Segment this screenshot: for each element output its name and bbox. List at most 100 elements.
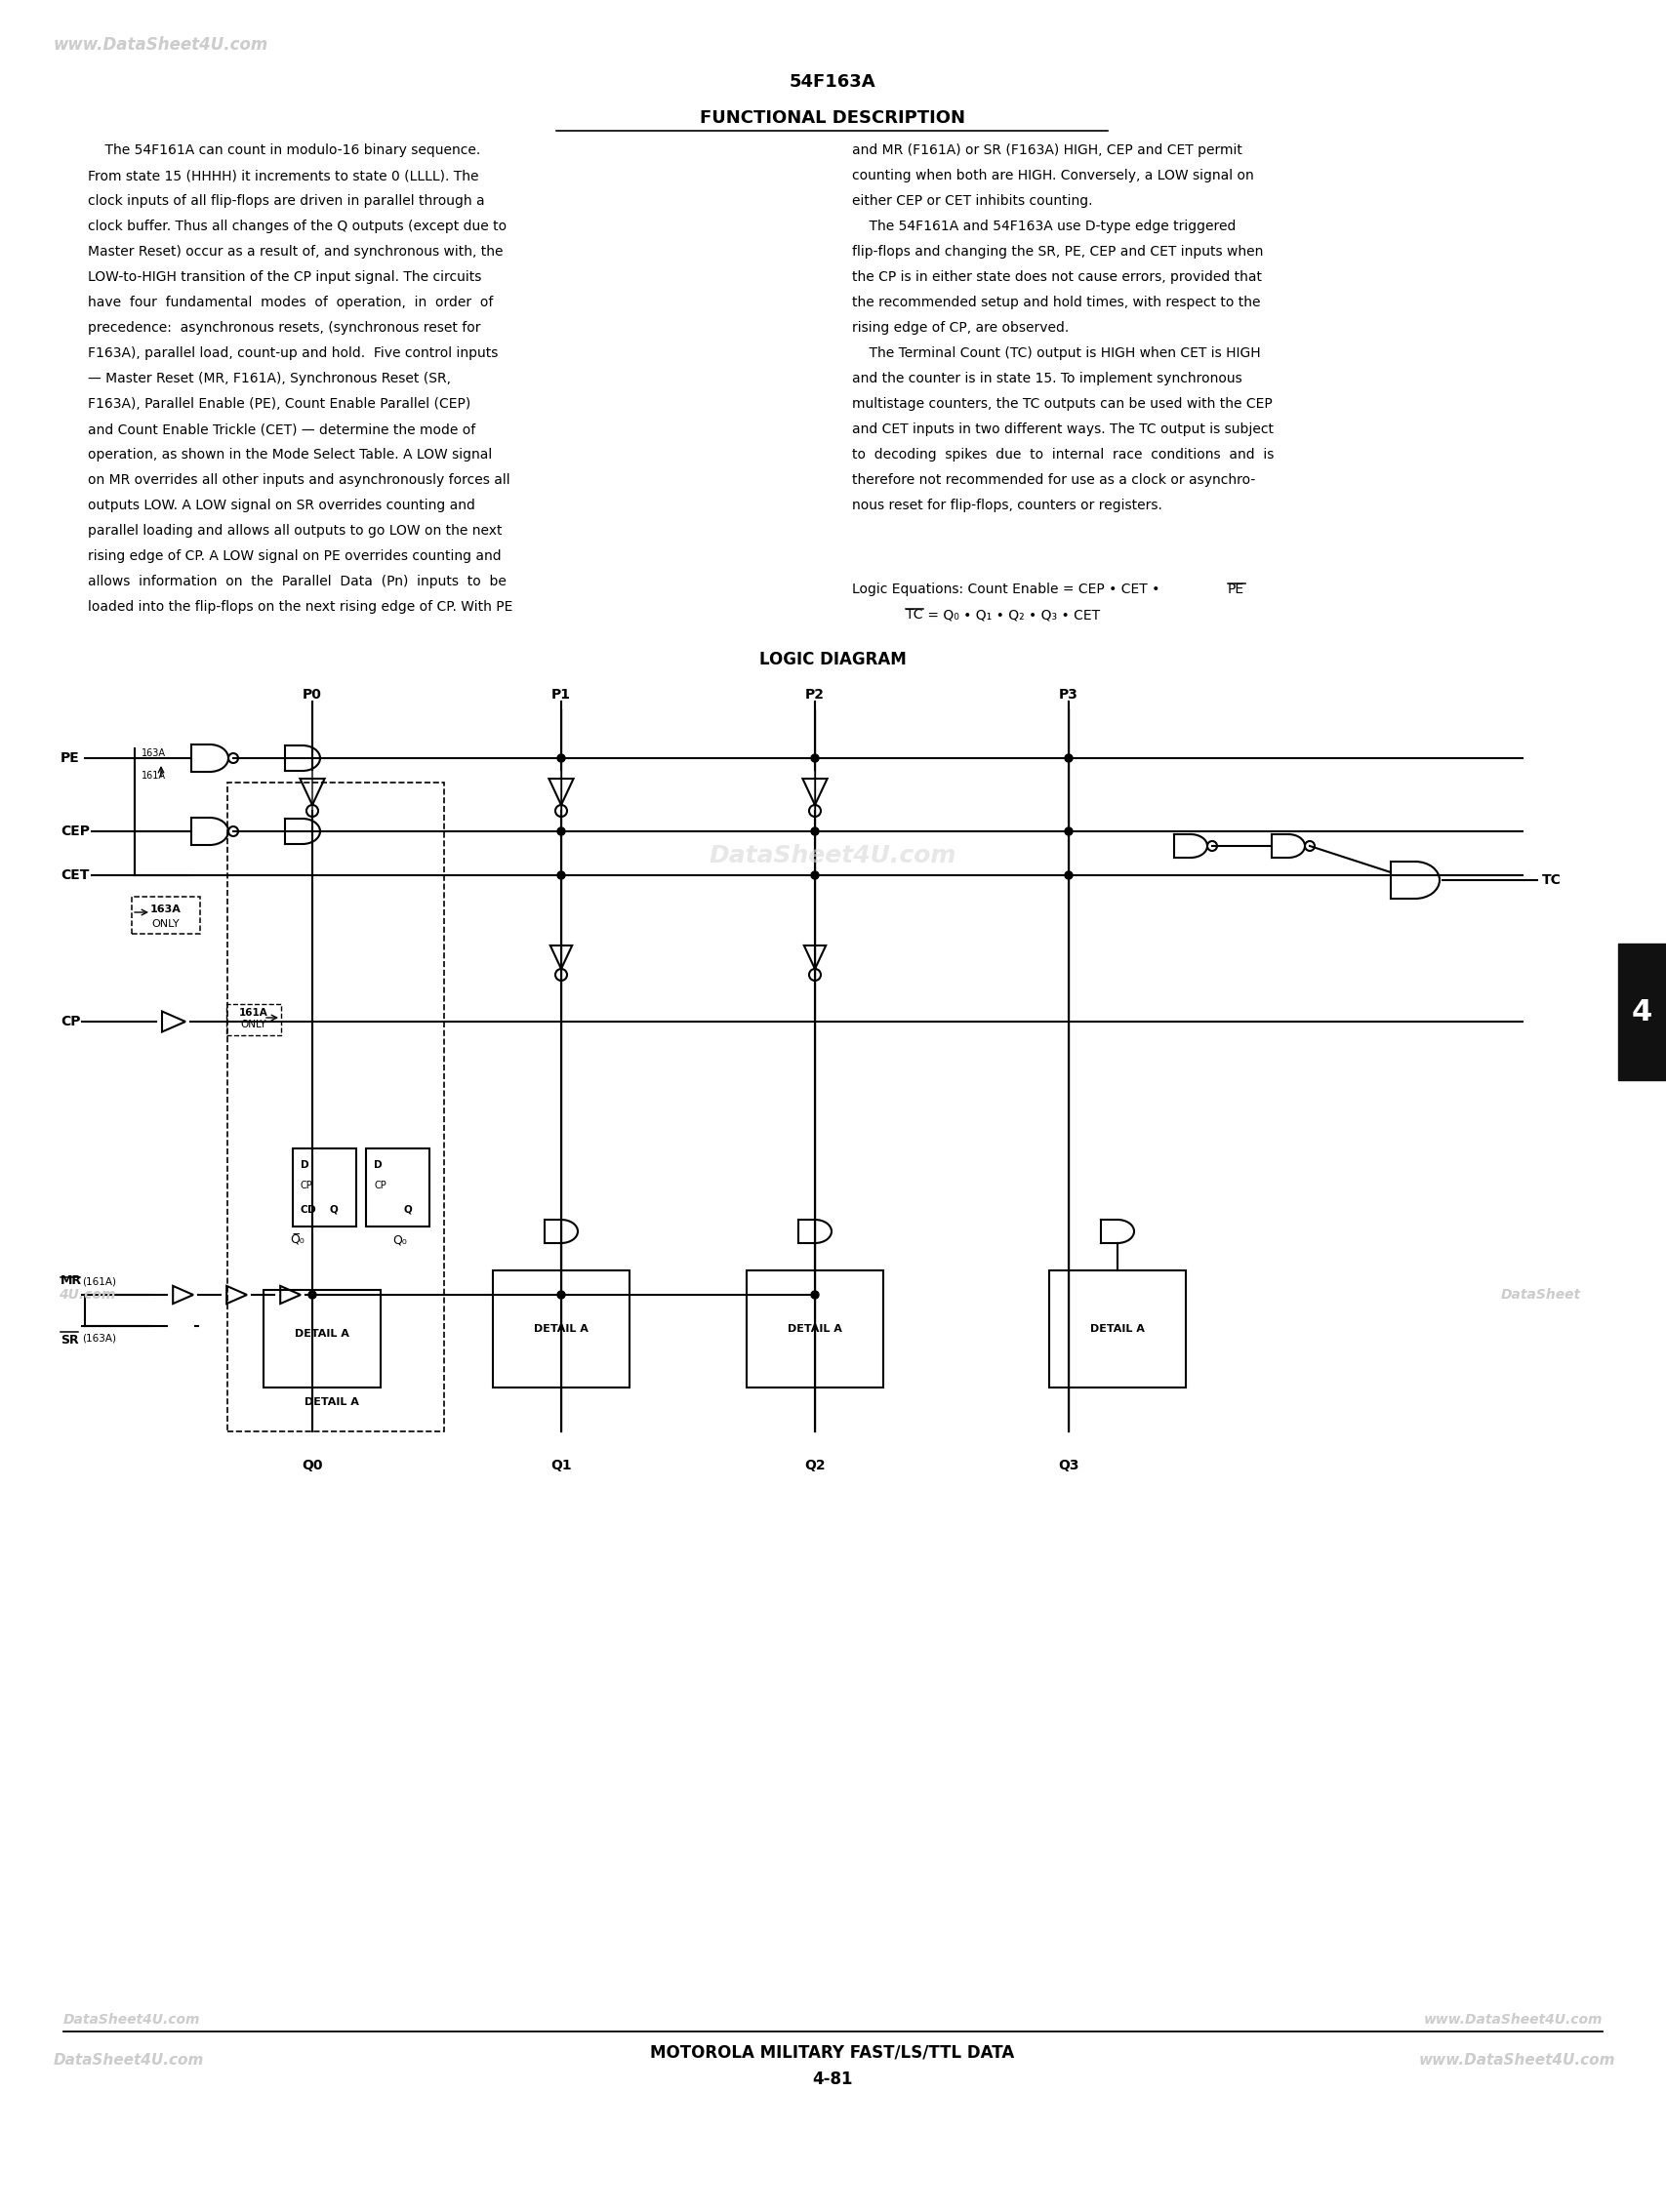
- Text: Q₀: Q₀: [393, 1234, 408, 1248]
- Text: DataSheet4U.com: DataSheet4U.com: [708, 845, 956, 867]
- Text: 161A: 161A: [142, 770, 167, 781]
- Text: the recommended setup and hold times, with respect to the: the recommended setup and hold times, wi…: [851, 296, 1261, 310]
- Text: Q3: Q3: [1058, 1458, 1080, 1473]
- Text: P1: P1: [551, 688, 571, 701]
- Text: either CEP or CET inhibits counting.: either CEP or CET inhibits counting.: [851, 195, 1093, 208]
- Circle shape: [1065, 872, 1073, 878]
- Text: TC: TC: [1543, 874, 1561, 887]
- Text: counting when both are HIGH. Conversely, a LOW signal on: counting when both are HIGH. Conversely,…: [851, 168, 1254, 181]
- Text: DataSheet4U.com: DataSheet4U.com: [53, 2053, 205, 2068]
- Text: MOTOROLA MILITARY FAST/LS/TTL DATA: MOTOROLA MILITARY FAST/LS/TTL DATA: [650, 2044, 1015, 2062]
- Circle shape: [1065, 754, 1073, 763]
- Text: ONLY: ONLY: [242, 1020, 267, 1029]
- Text: Q2: Q2: [805, 1458, 825, 1473]
- Bar: [263, 1290, 380, 1387]
- Text: CEP: CEP: [60, 825, 90, 838]
- Text: P3: P3: [1060, 688, 1078, 701]
- Bar: [227, 1004, 282, 1035]
- Text: The 54F161A and 54F163A use D-type edge triggered: The 54F161A and 54F163A use D-type edge …: [851, 219, 1236, 232]
- Text: outputs LOW. A LOW signal on SR overrides counting and: outputs LOW. A LOW signal on SR override…: [88, 498, 475, 513]
- Text: Q̅₀: Q̅₀: [290, 1234, 305, 1248]
- Text: clock buffer. Thus all changes of the Q outputs (except due to: clock buffer. Thus all changes of the Q …: [88, 219, 506, 232]
- Text: F163A), parallel load, count-up and hold.  Five control inputs: F163A), parallel load, count-up and hold…: [88, 347, 498, 361]
- Text: CET: CET: [60, 869, 90, 883]
- Text: 161A: 161A: [240, 1009, 268, 1018]
- Text: to  decoding  spikes  due  to  internal  race  conditions  and  is: to decoding spikes due to internal race …: [851, 447, 1274, 462]
- Text: on MR overrides all other inputs and asynchronously forces all: on MR overrides all other inputs and asy…: [88, 473, 510, 487]
- Text: Q: Q: [403, 1206, 412, 1214]
- Text: 163A: 163A: [142, 748, 167, 759]
- Text: and Count Enable Trickle (CET) — determine the mode of: and Count Enable Trickle (CET) — determi…: [88, 422, 475, 436]
- Bar: [132, 896, 200, 933]
- Text: flip-flops and changing the SR, PE, CEP and CET inputs when: flip-flops and changing the SR, PE, CEP …: [851, 246, 1263, 259]
- Text: nous reset for flip-flops, counters or registers.: nous reset for flip-flops, counters or r…: [851, 498, 1163, 513]
- Text: From state 15 (HHHH) it increments to state 0 (LLLL). The: From state 15 (HHHH) it increments to st…: [88, 168, 478, 181]
- Circle shape: [558, 754, 565, 763]
- Text: MR: MR: [60, 1274, 82, 1287]
- Text: FUNCTIONAL DESCRIPTION: FUNCTIONAL DESCRIPTION: [700, 108, 965, 126]
- Circle shape: [811, 872, 820, 878]
- Text: Master Reset) occur as a result of, and synchronous with, the: Master Reset) occur as a result of, and …: [88, 246, 503, 259]
- Text: LOW-to-HIGH transition of the CP input signal. The circuits: LOW-to-HIGH transition of the CP input s…: [88, 270, 481, 283]
- Text: operation, as shown in the Mode Select Table. A LOW signal: operation, as shown in the Mode Select T…: [88, 447, 491, 462]
- Text: D: D: [308, 1206, 317, 1214]
- Text: PE: PE: [1228, 582, 1245, 597]
- Text: Q: Q: [330, 1206, 338, 1214]
- Text: www.DataSheet4U.com: www.DataSheet4U.com: [1418, 2053, 1616, 2068]
- Circle shape: [558, 872, 565, 878]
- Text: PE: PE: [60, 752, 80, 765]
- Text: 163A: 163A: [150, 905, 182, 914]
- Bar: [493, 1270, 630, 1387]
- Text: The 54F161A can count in modulo-16 binary sequence.: The 54F161A can count in modulo-16 binar…: [88, 144, 480, 157]
- Text: SR: SR: [60, 1334, 78, 1347]
- Text: (161A): (161A): [82, 1276, 117, 1287]
- Circle shape: [811, 1292, 820, 1298]
- Text: DataSheet4U.com: DataSheet4U.com: [63, 2013, 200, 2026]
- Text: CP: CP: [300, 1181, 313, 1190]
- Text: loaded into the flip-flops on the next rising edge of CP. With PE: loaded into the flip-flops on the next r…: [88, 599, 513, 613]
- Text: www.DataSheet4U.com: www.DataSheet4U.com: [53, 35, 268, 53]
- Text: the CP is in either state does not cause errors, provided that: the CP is in either state does not cause…: [851, 270, 1261, 283]
- Text: 54F163A: 54F163A: [790, 73, 876, 91]
- Text: allows  information  on  the  Parallel  Data  (Pn)  inputs  to  be: allows information on the Parallel Data …: [88, 575, 506, 588]
- Text: ONLY: ONLY: [152, 920, 180, 929]
- Text: 4U.com: 4U.com: [58, 1287, 115, 1301]
- Text: rising edge of CP. A LOW signal on PE overrides counting and: rising edge of CP. A LOW signal on PE ov…: [88, 549, 501, 564]
- Circle shape: [811, 827, 820, 836]
- Text: DETAIL A: DETAIL A: [533, 1325, 588, 1334]
- Text: Logic Equations: Count Enable = CEP • CET •: Logic Equations: Count Enable = CEP • CE…: [851, 582, 1165, 597]
- Text: P2: P2: [805, 688, 825, 701]
- Bar: [1618, 945, 1666, 1079]
- Text: F163A), Parallel Enable (PE), Count Enable Parallel (CEP): F163A), Parallel Enable (PE), Count Enab…: [88, 398, 471, 411]
- Circle shape: [1065, 827, 1073, 836]
- Bar: [227, 783, 445, 1431]
- Text: Q1: Q1: [551, 1458, 571, 1473]
- Bar: [746, 1270, 883, 1387]
- Text: LOGIC DIAGRAM: LOGIC DIAGRAM: [760, 650, 906, 668]
- Text: — Master Reset (MR, F161A), Synchronous Reset (SR,: — Master Reset (MR, F161A), Synchronous …: [88, 372, 451, 385]
- Text: parallel loading and allows all outputs to go LOW on the next: parallel loading and allows all outputs …: [88, 524, 501, 538]
- Text: D: D: [300, 1159, 308, 1170]
- Text: and the counter is in state 15. To implement synchronous: and the counter is in state 15. To imple…: [851, 372, 1243, 385]
- Text: P0: P0: [303, 688, 322, 701]
- Text: CP: CP: [373, 1181, 387, 1190]
- Text: DETAIL A: DETAIL A: [305, 1398, 360, 1407]
- Circle shape: [308, 1292, 317, 1298]
- Bar: [1050, 1270, 1186, 1387]
- Text: (163A): (163A): [82, 1334, 117, 1343]
- Circle shape: [811, 754, 820, 763]
- Circle shape: [558, 827, 565, 836]
- Text: CP: CP: [60, 1015, 80, 1029]
- Bar: [293, 1148, 357, 1225]
- Text: TC: TC: [906, 608, 923, 622]
- Text: multistage counters, the TC outputs can be used with the CEP: multistage counters, the TC outputs can …: [851, 398, 1273, 411]
- Text: 4: 4: [1631, 998, 1653, 1026]
- Text: clock inputs of all flip-flops are driven in parallel through a: clock inputs of all flip-flops are drive…: [88, 195, 485, 208]
- Text: = Q₀ • Q₁ • Q₂ • Q₃ • CET: = Q₀ • Q₁ • Q₂ • Q₃ • CET: [923, 608, 1100, 622]
- Text: DETAIL A: DETAIL A: [295, 1329, 350, 1338]
- Text: have  four  fundamental  modes  of  operation,  in  order  of: have four fundamental modes of operation…: [88, 296, 493, 310]
- Text: rising edge of CP, are observed.: rising edge of CP, are observed.: [851, 321, 1070, 334]
- Text: DataSheet: DataSheet: [1501, 1287, 1581, 1301]
- Bar: [367, 1148, 430, 1225]
- Text: DETAIL A: DETAIL A: [1090, 1325, 1145, 1334]
